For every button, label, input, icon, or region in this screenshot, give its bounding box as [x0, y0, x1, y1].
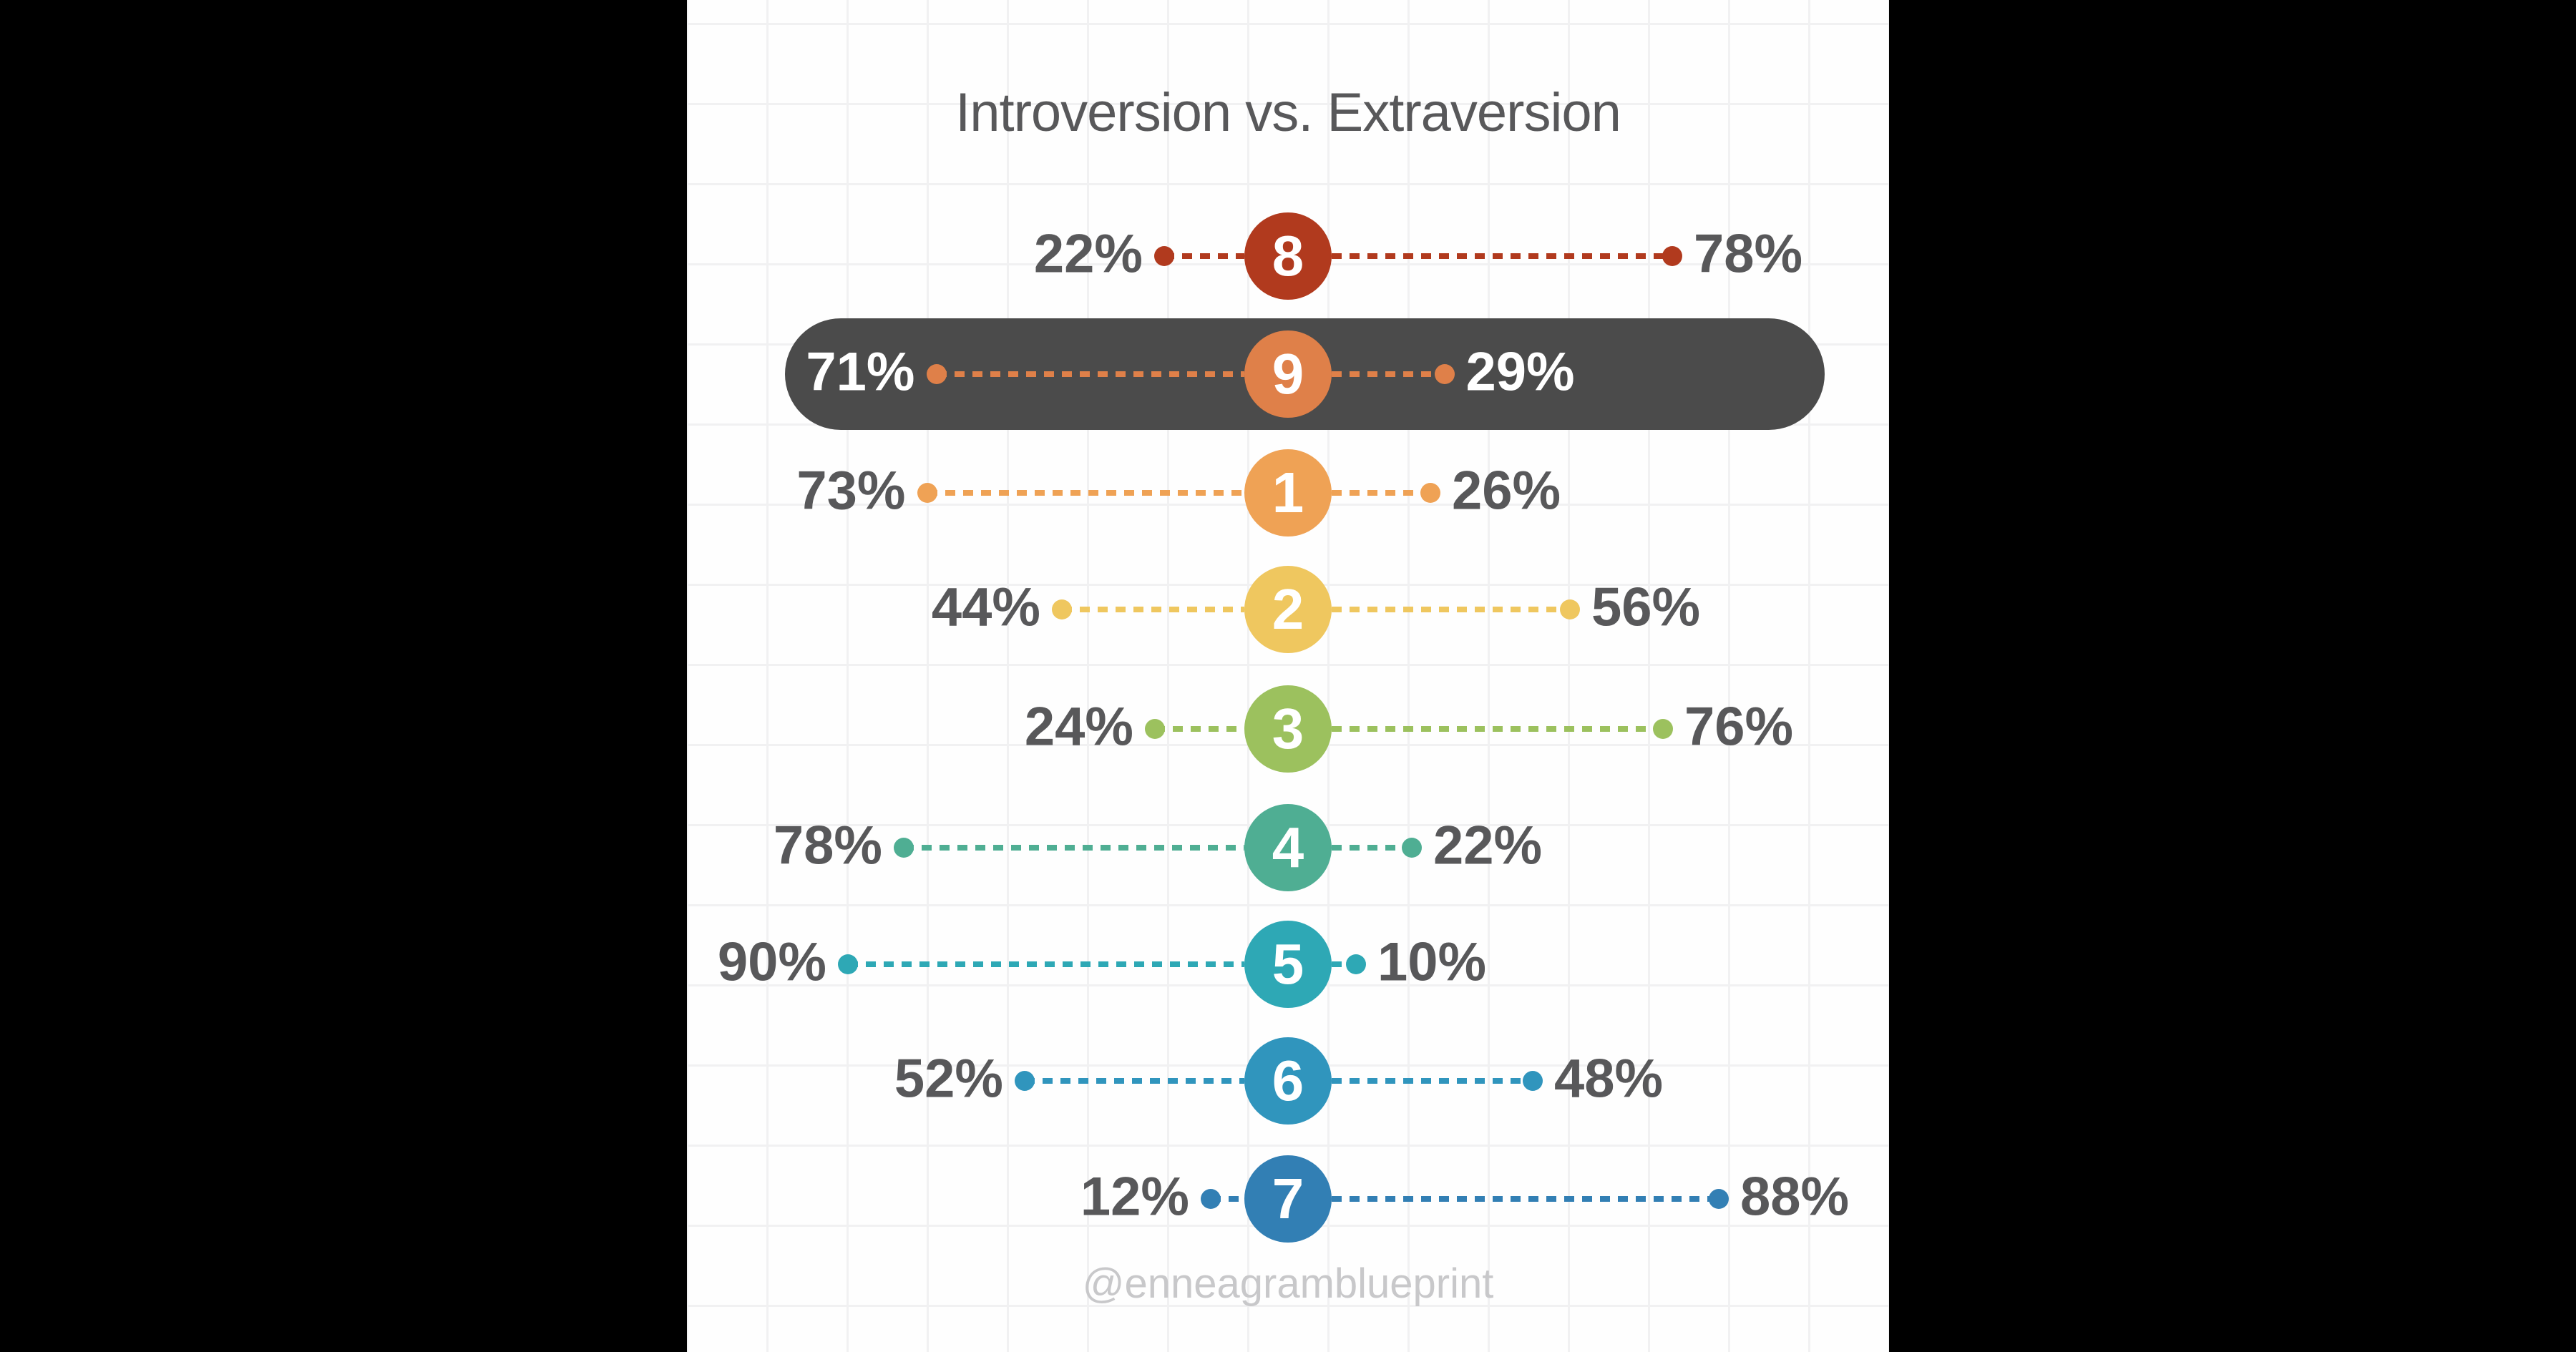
introversion-dash-line: [936, 371, 1244, 377]
watermark-handle: @enneagramblueprint: [1082, 1260, 1494, 1307]
introversion-dash-line: [1062, 607, 1244, 612]
extraversion-dash-line: [1332, 961, 1356, 967]
introversion-dash-line: [1211, 1196, 1244, 1202]
extraversion-endpoint-dot: [1653, 719, 1673, 739]
introversion-label: 44%: [931, 577, 1040, 638]
extraversion-dash-line: [1332, 253, 1672, 259]
extraversion-label: 29%: [1465, 341, 1575, 403]
type-number: 9: [1272, 342, 1304, 406]
introversion-endpoint-dot: [838, 954, 858, 974]
type-circle-8: 8: [1244, 212, 1332, 300]
type-circle-4: 4: [1244, 804, 1332, 891]
type-number: 4: [1272, 815, 1304, 879]
type-circle-5: 5: [1244, 921, 1332, 1008]
introversion-dash-line: [1155, 726, 1244, 732]
introversion-label: 52%: [894, 1048, 1003, 1109]
type-circle-9: 9: [1244, 330, 1332, 418]
introversion-endpoint-dot: [1052, 599, 1072, 619]
extraversion-label: 56%: [1591, 577, 1701, 638]
introversion-label: 90%: [717, 931, 826, 993]
type-number: 5: [1272, 932, 1304, 996]
extraversion-label: 22%: [1433, 815, 1543, 876]
type-circle-7: 7: [1244, 1155, 1332, 1243]
extraversion-dash-line: [1332, 490, 1430, 496]
introversion-dash-line: [1164, 253, 1244, 259]
extraversion-label: 48%: [1554, 1048, 1664, 1109]
extraversion-endpoint-dot: [1434, 364, 1455, 384]
extraversion-dash-line: [1332, 1078, 1533, 1084]
type-number: 6: [1272, 1049, 1304, 1112]
extraversion-endpoint-dot: [1662, 246, 1682, 266]
chart-card: Introversion vs. Extraversion 22% 78% 8 71%…: [687, 0, 1889, 1352]
introversion-endpoint-dot: [1154, 246, 1174, 266]
extraversion-endpoint-dot: [1346, 954, 1366, 974]
introversion-dash-line: [848, 961, 1244, 967]
introversion-dash-line: [904, 845, 1244, 851]
extraversion-dash-line: [1332, 607, 1570, 612]
introversion-endpoint-dot: [926, 364, 947, 384]
type-number: 3: [1272, 697, 1304, 760]
introversion-label: 22%: [1033, 223, 1143, 285]
type-number: 7: [1272, 1167, 1304, 1230]
extraversion-dash-line: [1332, 1196, 1719, 1202]
introversion-label: 78%: [773, 815, 882, 876]
introversion-label: 73%: [796, 460, 906, 521]
extraversion-label: 26%: [1452, 460, 1561, 521]
chart-title: Introversion vs. Extraversion: [955, 82, 1621, 143]
type-number: 1: [1272, 461, 1304, 524]
extraversion-label: 88%: [1740, 1166, 1850, 1228]
extraversion-endpoint-dot: [1709, 1189, 1729, 1209]
extraversion-dash-line: [1332, 845, 1412, 851]
extraversion-label: 10%: [1377, 931, 1487, 993]
extraversion-endpoint-dot: [1402, 838, 1422, 858]
extraversion-dash-line: [1332, 371, 1445, 377]
introversion-dash-line: [1025, 1078, 1244, 1084]
extraversion-endpoint-dot: [1560, 599, 1580, 619]
type-circle-3: 3: [1244, 685, 1332, 773]
type-circle-2: 2: [1244, 566, 1332, 653]
introversion-dash-line: [927, 490, 1244, 496]
introversion-endpoint-dot: [917, 483, 937, 503]
type-number: 2: [1272, 577, 1304, 641]
introversion-label: 71%: [806, 341, 915, 403]
introversion-endpoint-dot: [894, 838, 914, 858]
introversion-endpoint-dot: [1201, 1189, 1221, 1209]
introversion-label: 24%: [1024, 696, 1133, 758]
introversion-endpoint-dot: [1015, 1071, 1035, 1091]
type-circle-6: 6: [1244, 1037, 1332, 1125]
extraversion-endpoint-dot: [1523, 1071, 1543, 1091]
extraversion-label: 76%: [1684, 696, 1794, 758]
type-circle-1: 1: [1244, 449, 1332, 537]
extraversion-dash-line: [1332, 726, 1663, 732]
extraversion-endpoint-dot: [1420, 483, 1440, 503]
introversion-label: 12%: [1080, 1166, 1189, 1228]
type-number: 8: [1272, 224, 1304, 288]
introversion-endpoint-dot: [1145, 719, 1165, 739]
extraversion-label: 78%: [1694, 223, 1803, 285]
